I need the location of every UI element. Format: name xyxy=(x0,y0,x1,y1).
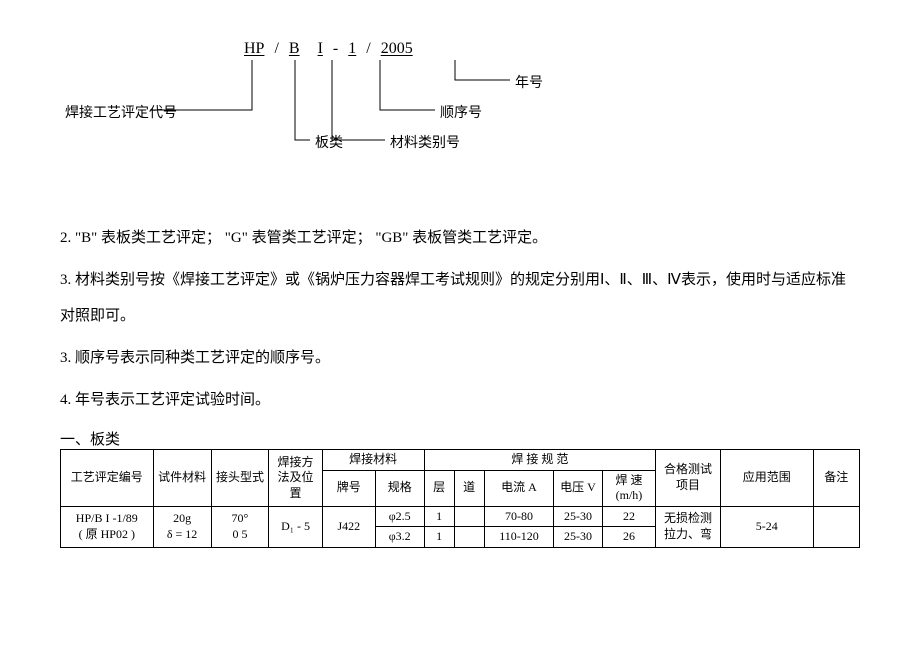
cell-spec1: φ2.5 xyxy=(375,506,424,527)
paragraph-3b: 3. 顺序号表示同种类工艺评定的顺序号。 xyxy=(60,340,860,376)
cell-pass1 xyxy=(454,506,484,527)
label-year: 年号 xyxy=(515,72,543,92)
code-dash: - xyxy=(327,40,344,58)
th-material: 试件材料 xyxy=(153,450,211,507)
th-id: 工艺评定编号 xyxy=(61,450,154,507)
code-structure-diagram: HP / B I - 1 / 2005 年号 顺序号 焊接工艺评定代号 板类 材… xyxy=(240,40,860,190)
th-joint: 接头型式 xyxy=(211,450,269,507)
cell-joint: 70° 0 5 xyxy=(211,506,269,547)
cell-volt1: 25-30 xyxy=(554,506,603,527)
cell-material: 20g δ = 12 xyxy=(153,506,211,547)
th-volt: 电压 V xyxy=(554,470,603,506)
th-layer: 层 xyxy=(424,470,454,506)
code-seq: 1 xyxy=(344,40,360,58)
cell-pass2 xyxy=(454,527,484,548)
cell-note xyxy=(813,506,859,547)
paragraph-3a: 3. 材料类别号按《焊接工艺评定》或《锅炉压力容器焊工考试规则》的规定分别用Ⅰ、… xyxy=(60,262,860,334)
code-string: HP / B I - 1 / 2005 xyxy=(240,40,417,58)
paragraph-4: 4. 年号表示工艺评定试验时间。 xyxy=(60,382,860,418)
code-b: B xyxy=(285,40,304,58)
cell-method: D₁ - 5 xyxy=(269,506,322,547)
cell-scope: 5-24 xyxy=(720,506,813,547)
label-plate: 板类 xyxy=(315,132,343,152)
label-prefix: 焊接工艺评定代号 xyxy=(65,102,177,122)
cell-speed1: 22 xyxy=(602,506,655,527)
th-scope: 应用范围 xyxy=(720,450,813,507)
cell-speed2: 26 xyxy=(602,527,655,548)
paragraph-2: 2. "B" 表板类工艺评定； "G" 表管类工艺评定； "GB" 表板管类工艺… xyxy=(60,220,860,256)
cell-layer1: 1 xyxy=(424,506,454,527)
code-sep1: / xyxy=(268,40,284,58)
cell-amp2: 110-120 xyxy=(484,527,553,548)
code-hp: HP xyxy=(240,40,268,58)
table-header: 工艺评定编号 试件材料 接头型式 焊接方法及位置 焊接材料 焊 接 规 范 合格… xyxy=(61,450,860,507)
th-note: 备注 xyxy=(813,450,859,507)
cell-test: 无损检测 拉力、弯 xyxy=(656,506,721,547)
cell-brand: J422 xyxy=(322,506,375,547)
cell-spec2: φ3.2 xyxy=(375,527,424,548)
label-material: 材料类别号 xyxy=(390,132,460,152)
label-seq: 顺序号 xyxy=(440,102,482,122)
th-test: 合格测试项目 xyxy=(656,450,721,507)
code-i: I xyxy=(314,40,327,58)
code-sep2: / xyxy=(360,40,376,58)
spec-table: 工艺评定编号 试件材料 接头型式 焊接方法及位置 焊接材料 焊 接 规 范 合格… xyxy=(60,449,860,548)
th-amp: 电流 A xyxy=(484,470,553,506)
th-brand: 牌号 xyxy=(322,470,375,506)
cell-volt2: 25-30 xyxy=(554,527,603,548)
th-weldspec: 焊 接 规 范 xyxy=(424,450,656,471)
table-row: HP/B I -1/89 ( 原 HP02 ) 20g δ = 12 70° 0… xyxy=(61,506,860,527)
th-method: 焊接方法及位置 xyxy=(269,450,322,507)
cell-layer2: 1 xyxy=(424,527,454,548)
section-title: 一、板类 xyxy=(60,428,860,449)
cell-amp1: 70-80 xyxy=(484,506,553,527)
cell-id: HP/B I -1/89 ( 原 HP02 ) xyxy=(61,506,154,547)
th-pass: 道 xyxy=(454,470,484,506)
th-spec: 规格 xyxy=(375,470,424,506)
code-year: 2005 xyxy=(377,40,417,58)
th-speed: 焊 速 (m/h) xyxy=(602,470,655,506)
th-weldmat: 焊接材料 xyxy=(322,450,424,471)
